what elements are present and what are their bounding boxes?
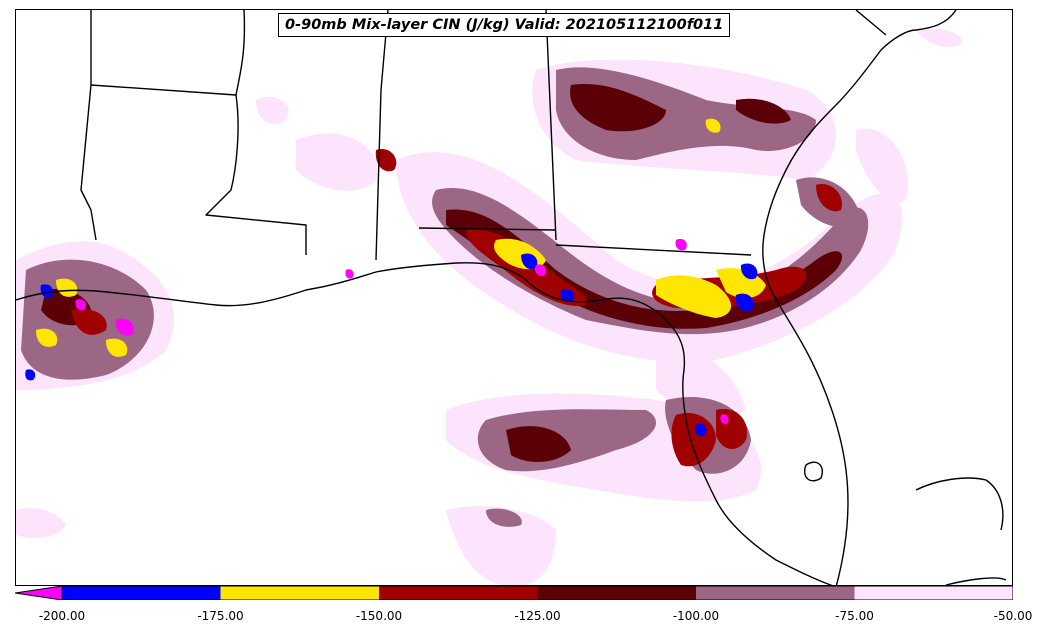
cin-map (16, 10, 1007, 585)
colorbar-bin (537, 586, 697, 600)
colorbar-tick-label: -150.00 (355, 609, 403, 623)
colorbar-bin (696, 586, 855, 600)
coastlines-and-borders (16, 10, 1007, 585)
map-panel (15, 9, 1013, 586)
colorbar-extend-triangle (15, 586, 63, 600)
colorbar-tick-label: -50.00 (993, 609, 1033, 623)
colorbar-tick-label: -125.00 (514, 609, 561, 623)
colorbar-tick-label: -100.00 (672, 609, 720, 623)
cin-shading-light-pink (16, 28, 962, 585)
cin-shading-magenta (75, 238, 729, 425)
colorbar-bin (62, 586, 221, 600)
colorbar-tick-label: -75.00 (835, 609, 874, 623)
colorbar-bin (379, 586, 538, 600)
colorbar-bins (15, 586, 1013, 600)
colorbar-tick-label: -175.00 (197, 609, 244, 623)
map-title: 0-90mb Mix-layer CIN (J/kg) Valid: 20210… (278, 13, 731, 37)
colorbar-bin (220, 586, 380, 600)
colorbar (15, 586, 1013, 600)
cin-shading-blue (25, 253, 758, 437)
colorbar-tick-label: -200.00 (38, 609, 86, 623)
colorbar-bin (854, 586, 1013, 600)
